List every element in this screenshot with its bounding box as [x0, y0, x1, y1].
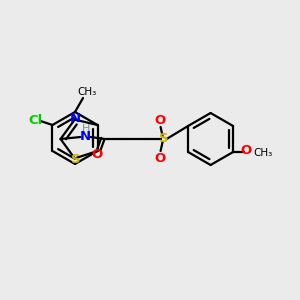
Text: O: O	[154, 152, 165, 164]
Text: CH₃: CH₃	[77, 87, 97, 97]
Text: O: O	[154, 113, 165, 127]
Text: O: O	[91, 148, 102, 161]
Text: N: N	[80, 130, 91, 142]
Text: S: S	[71, 153, 80, 166]
Text: H: H	[81, 124, 90, 134]
Text: N: N	[70, 112, 81, 125]
Text: Cl: Cl	[28, 113, 43, 127]
Text: S: S	[159, 131, 168, 145]
Text: O: O	[241, 145, 252, 158]
Text: CH₃: CH₃	[254, 148, 273, 158]
